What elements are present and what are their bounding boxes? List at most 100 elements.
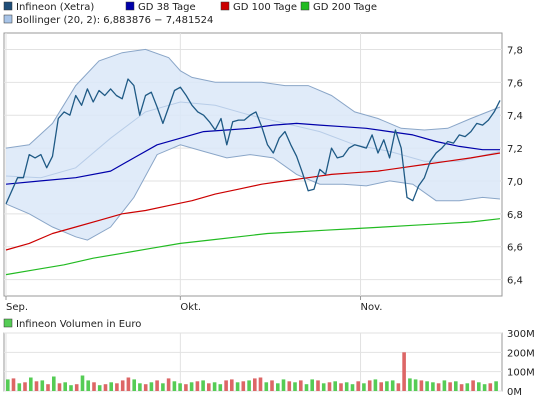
volume-bar (454, 381, 458, 391)
volume-bar (80, 375, 85, 391)
legend-swatch-gd100 (220, 1, 230, 11)
volume-bar (350, 384, 355, 391)
volume-bar (402, 352, 406, 391)
volume-bar (17, 383, 22, 391)
x-tick-label: Okt. (180, 302, 201, 313)
volume-bar (379, 382, 383, 391)
volume-bar (327, 382, 332, 391)
y-tick-label: 6,4 (507, 276, 523, 287)
volume-bar (207, 383, 211, 391)
price-plot (3, 32, 503, 297)
y-tick-label: 6,6 (507, 243, 523, 254)
volume-bar (258, 377, 263, 391)
legend-swatch-gd38 (125, 1, 135, 11)
series-line-infineon-xetra (5, 78, 501, 205)
bollinger-upper-line (5, 48, 501, 149)
legend-swatch-bollinger (3, 14, 13, 24)
legend-item-bollinger[interactable]: Bollinger (20, 2): 6,883876 − 7,481524 (3, 14, 213, 26)
volume-y-axis: 0M 100M 200M 300M (507, 329, 535, 398)
legend-swatch-gd200 (300, 1, 310, 11)
volume-bar (155, 380, 159, 391)
volume-bar (373, 379, 378, 391)
volume-bar (281, 379, 286, 391)
volume-bar (166, 378, 171, 391)
legend-item-gd200[interactable]: GD 200 Tage (300, 1, 377, 13)
volume-bar (333, 381, 337, 391)
volume-bar (57, 383, 62, 391)
volume-bar (69, 385, 73, 391)
series-line-gd-100-tage (5, 152, 501, 251)
volume-bar (6, 379, 10, 391)
volume-bar (103, 384, 108, 391)
volume-bar (115, 383, 119, 391)
volume-bar (287, 381, 292, 391)
volume-y-tick-label: 100M (507, 368, 535, 379)
volume-bar (339, 383, 343, 391)
volume-bar (436, 383, 441, 391)
volume-bar (367, 380, 372, 391)
bollinger-band (6, 49, 500, 241)
volume-bar (109, 382, 113, 391)
volume-bar (241, 381, 246, 391)
volume-bar (230, 379, 234, 391)
volume-bar (63, 382, 67, 391)
y-tick-label: 7,0 (507, 177, 523, 188)
volume-bar (276, 383, 280, 391)
volume-bar (465, 383, 470, 391)
volume-bar (184, 384, 188, 391)
legend-label-gd200: GD 200 Tage (313, 2, 377, 13)
volume-bar (488, 383, 493, 391)
legend-swatch-infineon (3, 1, 13, 11)
volume-legend: Infineon Volumen in Euro (3, 318, 141, 330)
volume-bar (247, 380, 251, 391)
volume-bar (23, 382, 27, 391)
legend: Infineon (Xetra) GD 38 Tage GD 100 Tage … (3, 1, 377, 26)
volume-bar (132, 379, 136, 391)
volume-bar (304, 384, 309, 391)
volume-bar (385, 381, 389, 391)
volume-bar (212, 382, 217, 391)
volume-y-tick-label: 200M (507, 348, 535, 359)
volume-bar (172, 381, 177, 391)
volume-bar (442, 380, 447, 391)
volume-bar (293, 382, 297, 391)
legend-item-infineon[interactable]: Infineon (Xetra) (3, 1, 94, 13)
volume-bar (138, 383, 142, 391)
volume-bar (356, 381, 360, 391)
volume-bar (235, 382, 240, 391)
volume-bar (299, 380, 303, 391)
volume-bar (264, 382, 269, 391)
legend-item-gd100[interactable]: GD 100 Tage (220, 1, 297, 13)
volume-bar (40, 380, 45, 391)
volume-bar (482, 384, 487, 391)
legend-item-gd38[interactable]: GD 38 Tage (125, 1, 196, 13)
volume-bar (431, 382, 435, 391)
volume-bars (6, 352, 498, 391)
volume-bar (178, 383, 182, 391)
volume-title: Infineon Volumen in Euro (16, 319, 141, 330)
y-tick-label: 7,6 (507, 78, 523, 89)
series-lines (5, 78, 501, 276)
legend-label-infineon: Infineon (Xetra) (16, 2, 94, 13)
volume-bar (344, 382, 349, 391)
volume-bar (143, 384, 148, 391)
volume-bar (253, 378, 257, 391)
volume-bar (11, 378, 16, 391)
volume-bar (86, 380, 90, 391)
volume-bar (270, 380, 274, 391)
volume-bar (477, 382, 481, 391)
volume-bar (97, 385, 102, 391)
legend-label-gd100: GD 100 Tage (233, 2, 297, 13)
volume-bar (413, 379, 418, 391)
volume-bar (52, 376, 56, 391)
volume-bar (471, 380, 475, 391)
y-tick-label: 7,4 (507, 111, 523, 122)
volume-bar (419, 380, 424, 391)
volume-bar (321, 383, 326, 391)
bollinger-lower-line (5, 144, 501, 241)
volume-bar (408, 378, 412, 391)
volume-y-tick-label: 0M (507, 387, 522, 398)
volume-bar (448, 382, 452, 391)
volume-bar (29, 377, 33, 391)
volume-bar (46, 384, 50, 391)
